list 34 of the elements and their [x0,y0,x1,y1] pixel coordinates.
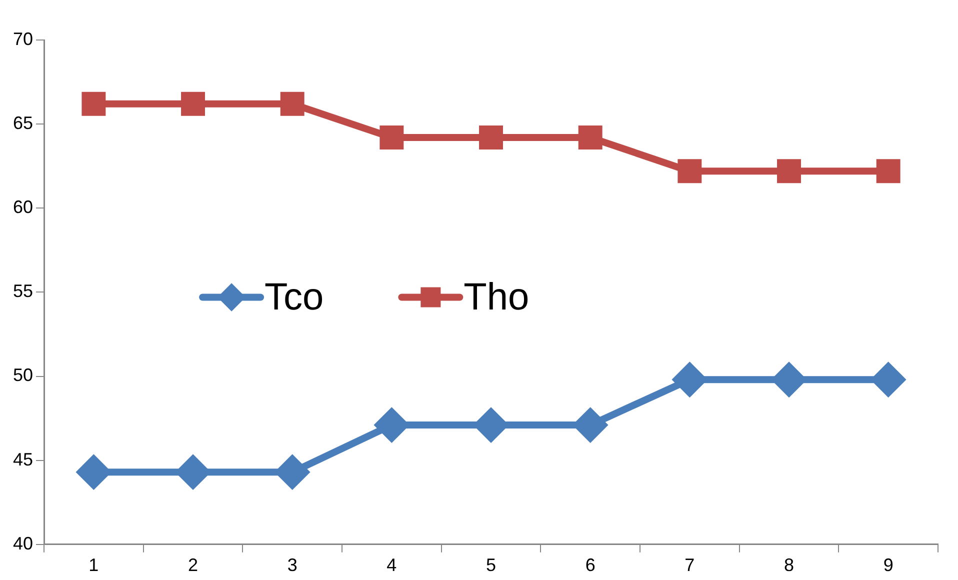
point [280,92,304,116]
point [678,159,702,184]
point [673,363,706,396]
y-tick-label: 40 [12,533,34,554]
y-tick-label: 70 [12,28,34,49]
x-tick-label: 5 [486,555,496,576]
point [82,92,106,116]
x-tick-label: 3 [287,555,298,576]
point [772,363,806,396]
point [872,363,905,396]
point [578,126,602,150]
x-tick-label: 4 [386,555,397,576]
point [479,126,503,150]
x-tick-label: 8 [784,555,794,576]
x-tick-label: 1 [88,555,99,576]
y-tick-label: 50 [12,365,34,386]
y-tick-label: 60 [12,197,34,218]
point [77,456,110,489]
x-tick-label: 7 [684,555,695,576]
x-tick-label: 9 [883,555,894,576]
y-tick-label: 55 [12,281,34,302]
point [181,92,206,116]
point [380,126,404,150]
point [777,159,801,184]
x-tick-label: 2 [188,555,198,576]
point [176,456,210,489]
legend-label: Tho [464,276,530,319]
point [276,456,309,489]
y-tick-label: 45 [12,449,34,470]
point [876,159,900,184]
x-tick-label: 6 [585,555,596,576]
point [375,408,408,442]
y-tick-label: 65 [12,113,34,134]
legend-label: Tco [264,276,324,319]
